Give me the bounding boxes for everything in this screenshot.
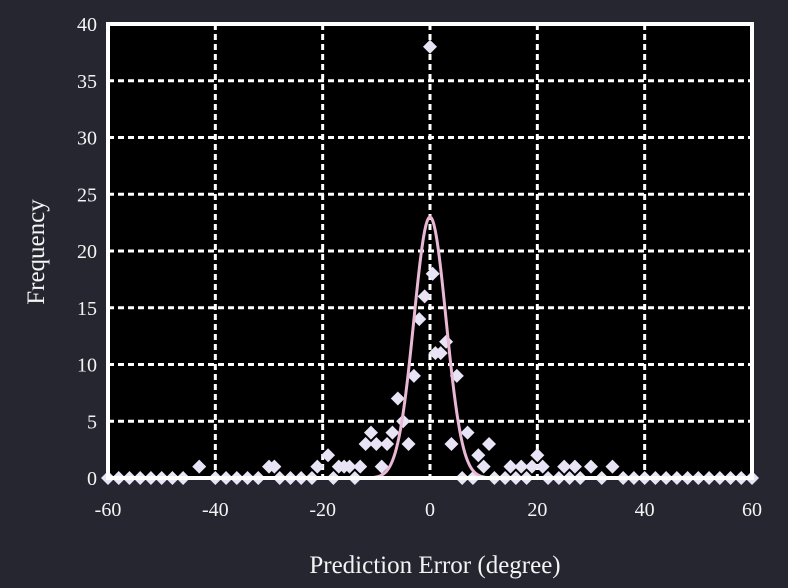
data-point [605,459,620,474]
data-point [374,459,389,474]
data-point [425,266,440,281]
data-point [390,391,405,406]
data-point [567,459,582,474]
data-point [401,436,416,451]
data-point [460,425,475,440]
data-point [471,448,486,463]
data-point [342,459,357,474]
data-point [524,459,539,474]
data-point [557,459,572,474]
data-point [380,436,395,451]
data-point [584,459,598,474]
data-point [353,459,368,474]
data-point [444,436,459,451]
y-tick-label: 25 [77,184,97,206]
data-point [310,459,325,474]
x-tick-label: -60 [95,499,122,521]
x-tick-label: -40 [202,499,229,521]
y-tick-label: 10 [77,355,97,377]
data-point [417,289,432,304]
y-tick-label: 35 [77,71,97,93]
x-tick-label: 20 [527,499,547,521]
data-point [476,459,491,474]
y-tick-label: 0 [87,468,97,490]
x-tick-label: -20 [309,499,336,521]
data-point [530,448,545,463]
data-point [363,425,378,440]
data-point [369,436,384,451]
plot-frame [106,22,754,480]
data-point [406,368,421,383]
data-point [385,425,400,440]
tick-labels: -60 -40 -20 0 20 40 60 0 5 10 15 20 25 30 35 40 [77,14,762,521]
y-tick-label: 40 [77,14,97,36]
grid [108,24,752,478]
x-tick-label: 0 [425,499,435,521]
y-tick-label: 30 [77,128,97,150]
data-point [433,346,448,361]
x-tick-label: 60 [742,499,762,521]
data-point [514,459,529,474]
y-tick-label: 20 [77,241,97,263]
y-tick-label: 15 [77,298,97,320]
data-point [358,436,373,451]
data-point [192,459,207,474]
data-point [267,459,282,474]
data-point [482,436,497,451]
data-point [423,39,437,54]
x-tick-label: 40 [635,499,655,521]
data-point [535,459,550,474]
data-point [503,459,518,474]
data-point [321,448,336,463]
x-axis-title: Prediction Error (degree) [309,552,560,579]
y-axis-title: Frequency [23,199,50,305]
y-tick-label: 5 [87,411,97,433]
